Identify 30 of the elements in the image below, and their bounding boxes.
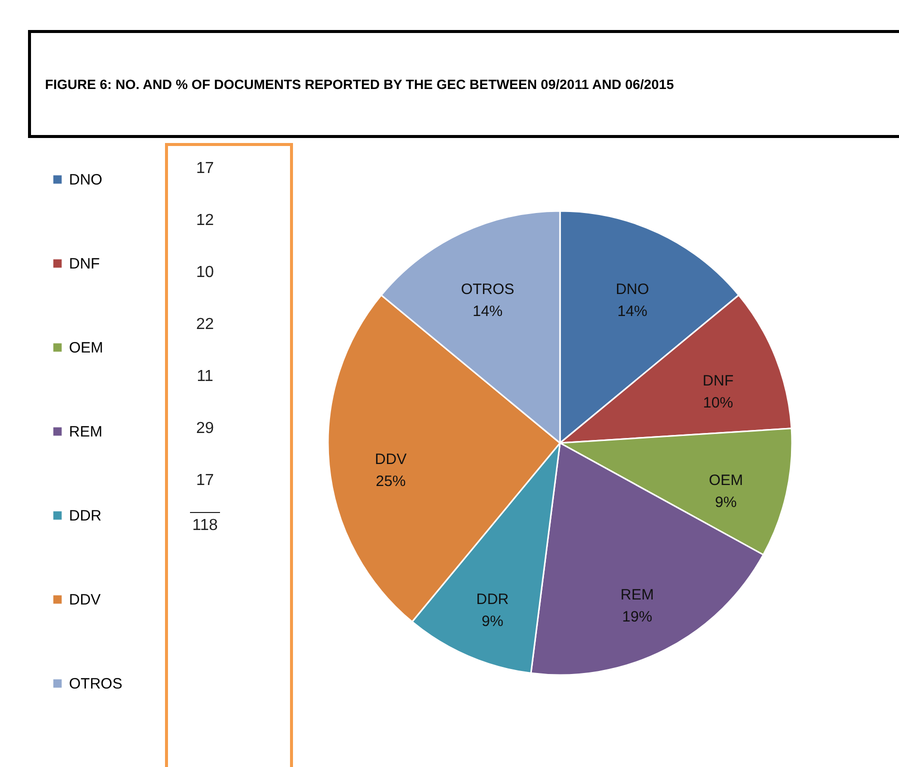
text: 11 xyxy=(196,368,214,386)
legend-label: DNO xyxy=(69,172,102,188)
data-label: 9% xyxy=(482,613,504,630)
text: 17 xyxy=(195,160,215,178)
legend-label: OTROS xyxy=(69,676,122,692)
text: 118 xyxy=(190,512,220,535)
slice-label: DNF xyxy=(702,372,734,390)
data-label: 14% xyxy=(617,303,648,320)
legend-label: DNF xyxy=(69,256,100,272)
text: 10 xyxy=(195,264,215,282)
data-label: 19% xyxy=(622,608,652,626)
slice-label: OTROS xyxy=(460,281,514,298)
data-label: 10% xyxy=(703,394,734,412)
slice-label: REM xyxy=(620,586,654,604)
legend-label: OEM xyxy=(69,340,104,356)
chart-title: FIGURE 6: NO. AND % OF DOCUMENTS REPORTED BY THE GEC BETWEEN 09/2011 AND 06/2015 xyxy=(28,30,899,138)
text: 22 xyxy=(195,316,215,334)
legend-label: DDR xyxy=(69,508,102,524)
slice-label: OEM xyxy=(708,472,743,490)
legend-label: DDV xyxy=(69,592,101,608)
data-label: 14% xyxy=(472,303,503,320)
data-label: 9% xyxy=(715,494,737,512)
legend-label: REM xyxy=(69,424,102,440)
text: 12 xyxy=(195,212,215,230)
data-label: 25% xyxy=(376,473,406,490)
slice-label: DNO xyxy=(616,281,650,298)
text: 29 xyxy=(195,420,215,438)
text: 17 xyxy=(195,472,215,490)
slice-label: DDV xyxy=(374,451,407,468)
slice-label: DDR xyxy=(476,591,509,608)
